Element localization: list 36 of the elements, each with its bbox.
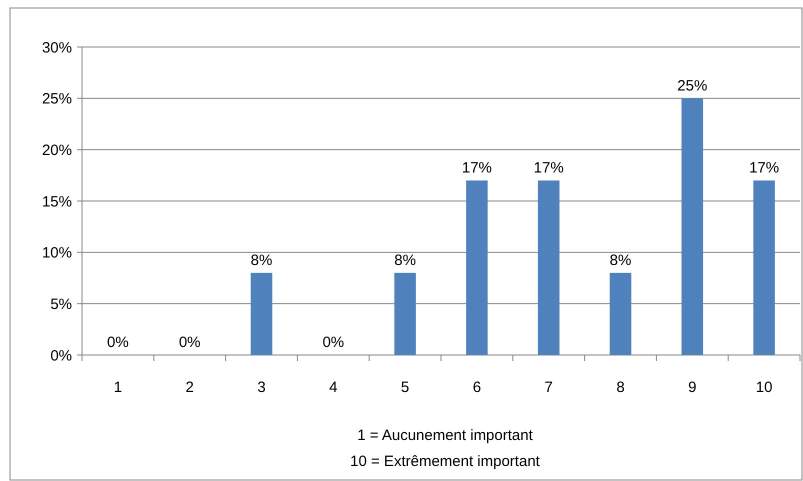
- data-label: 0%: [322, 334, 344, 351]
- data-label: 0%: [178, 334, 201, 351]
- data-label: 8%: [250, 252, 272, 269]
- bar: [538, 180, 560, 355]
- bar: [250, 272, 272, 355]
- y-tick-label: 10%: [42, 244, 72, 262]
- x-tick-label: 3: [257, 379, 266, 396]
- text: 10 = Extrêmement important: [350, 453, 541, 470]
- x-tick-label: 1: [114, 379, 122, 396]
- data-label: 8%: [610, 252, 632, 269]
- y-tick-label: 5%: [50, 296, 72, 313]
- data-label: 17%: [534, 159, 564, 176]
- x-tick-label: 7: [544, 379, 553, 396]
- bar: [394, 272, 416, 355]
- text: 1 = Aucunement important: [357, 427, 534, 444]
- data-label: 25%: [677, 77, 708, 94]
- x-tick-label: 8: [616, 379, 625, 396]
- bar: [753, 180, 775, 355]
- data-label: 17%: [462, 159, 492, 176]
- y-tick-label: 25%: [42, 90, 72, 108]
- x-tick-label: 6: [472, 379, 482, 396]
- bar: [682, 98, 704, 355]
- x-tick-label: 5: [400, 379, 410, 396]
- x-tick-label: 9: [688, 379, 696, 396]
- y-tick-label: 30%: [42, 39, 72, 56]
- x-tick-label: 4: [329, 379, 338, 396]
- data-label: 0%: [107, 334, 129, 351]
- data-label: 8%: [394, 252, 416, 269]
- y-tick-label: 20%: [42, 142, 72, 159]
- bar: [610, 272, 632, 355]
- y-tick-label: 15%: [42, 193, 72, 210]
- x-tick-label: 2: [186, 379, 194, 396]
- bar: [466, 180, 488, 355]
- data-label: 17%: [749, 159, 780, 176]
- x-tick-label: 10: [756, 379, 772, 396]
- y-tick-label: 0%: [50, 347, 72, 364]
